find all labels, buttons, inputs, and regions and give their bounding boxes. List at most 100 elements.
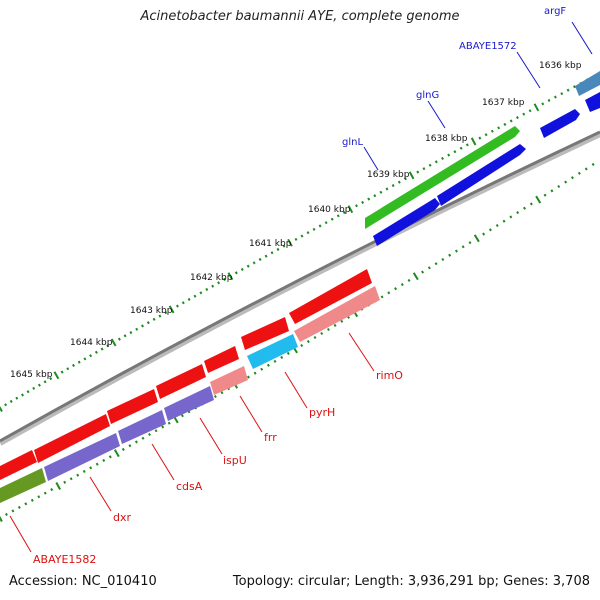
genome-backbone-shadow [0, 131, 600, 446]
minor-tick [246, 264, 250, 268]
minor-tick [152, 317, 156, 321]
label-leader [363, 146, 379, 171]
minor-tick [4, 403, 8, 407]
minor-tick [468, 241, 472, 245]
gene-arrow[interactable] [107, 389, 158, 424]
minor-tick [11, 509, 15, 513]
gene-label[interactable]: pyrH [309, 406, 335, 419]
gene-arrow[interactable] [294, 286, 380, 342]
minor-tick [478, 136, 482, 140]
minor-tick [306, 231, 310, 235]
major-tick [287, 238, 293, 247]
gene-arrow[interactable] [0, 450, 37, 480]
minor-tick [100, 347, 104, 351]
page-title: Acinetobacter baumannii AYE, complete ge… [140, 9, 460, 24]
minor-tick [9, 399, 13, 403]
gene-label[interactable]: ABAYE1572 [459, 41, 517, 52]
gene-arrow[interactable] [241, 317, 289, 350]
minor-tick [181, 301, 185, 305]
minor-tick [503, 122, 507, 126]
minor-tick [252, 261, 256, 265]
gene-arrow[interactable] [34, 414, 110, 463]
minor-tick [584, 167, 588, 171]
minor-tick [30, 498, 34, 502]
minor-tick [26, 390, 30, 394]
minor-tick [318, 224, 322, 228]
minor-tick [63, 480, 67, 484]
minor-tick [529, 202, 533, 206]
major-tick [113, 449, 120, 458]
minor-tick [108, 455, 112, 459]
gene-arrow[interactable] [585, 92, 600, 112]
minor-tick [72, 363, 75, 367]
label-leader [427, 100, 446, 129]
minor-tick [217, 281, 221, 285]
label-leader [516, 51, 541, 89]
minor-tick [404, 177, 407, 181]
kbp-label: 1641 kbp [249, 239, 292, 249]
minor-tick [253, 371, 257, 375]
gene-label[interactable]: rimO [376, 369, 403, 382]
minor-tick [264, 254, 268, 258]
minor-tick [76, 473, 80, 477]
gene-arrow[interactable] [164, 386, 214, 421]
minor-tick [490, 129, 494, 133]
minor-tick [441, 257, 445, 262]
major-tick [408, 171, 415, 180]
minor-tick [154, 429, 158, 433]
gene-arrow[interactable] [0, 468, 46, 503]
gene-arrow[interactable] [540, 109, 580, 138]
kbp-label: 1637 kbp [482, 98, 525, 108]
gene-label[interactable]: glnG [416, 90, 439, 101]
minor-tick [5, 512, 8, 516]
kbp-label: 1639 kbp [367, 170, 410, 180]
minor-tick [407, 278, 411, 282]
minor-tick [141, 436, 145, 440]
minor-tick [141, 324, 144, 328]
minor-tick [391, 184, 395, 188]
gene-label[interactable]: ABAYE1582 [33, 553, 96, 566]
gene-label[interactable]: dxr [113, 511, 131, 524]
major-tick [53, 371, 60, 380]
minor-tick [270, 251, 274, 255]
gene-label[interactable]: frr [264, 431, 277, 444]
minor-tick [453, 150, 457, 154]
minor-tick [367, 197, 371, 201]
gene-arrow[interactable] [373, 198, 440, 246]
minor-tick [591, 162, 595, 166]
gene-arrow[interactable] [118, 410, 166, 444]
minor-tick [220, 391, 224, 395]
gene-arrow[interactable] [365, 126, 520, 229]
gene-arrow[interactable] [210, 366, 248, 395]
minor-tick [161, 425, 165, 429]
major-tick [473, 234, 480, 243]
minor-tick [502, 219, 506, 223]
minor-tick [129, 331, 133, 335]
kbp-label: 1645 kbp [10, 370, 53, 380]
gene-arrow[interactable] [204, 346, 239, 373]
major-tick [110, 338, 117, 347]
gene-label[interactable]: ispU [223, 454, 247, 467]
gene-label[interactable]: cdsA [176, 480, 203, 493]
gene-arrow[interactable] [575, 71, 600, 96]
minor-tick [422, 167, 426, 171]
gene-label[interactable]: argF [544, 6, 566, 17]
minor-tick [461, 245, 465, 249]
gene-arrow[interactable] [437, 144, 526, 206]
minor-tick [560, 92, 564, 96]
genome-backbone [0, 130, 600, 443]
minor-tick [128, 444, 132, 448]
gene-arrow[interactable] [289, 269, 372, 324]
kbp-label: 1638 kbp [425, 134, 468, 144]
minor-tick [94, 350, 98, 354]
gene-arrow[interactable] [247, 334, 298, 369]
kbp-label: 1640 kbp [308, 205, 351, 215]
minor-tick [428, 163, 432, 167]
label-leader [239, 395, 263, 433]
minor-tick [286, 351, 290, 355]
gene-label[interactable]: glnL [342, 137, 363, 148]
gene-arrow[interactable] [44, 433, 120, 481]
gene-arrow[interactable] [156, 364, 206, 399]
minor-tick [83, 357, 87, 361]
